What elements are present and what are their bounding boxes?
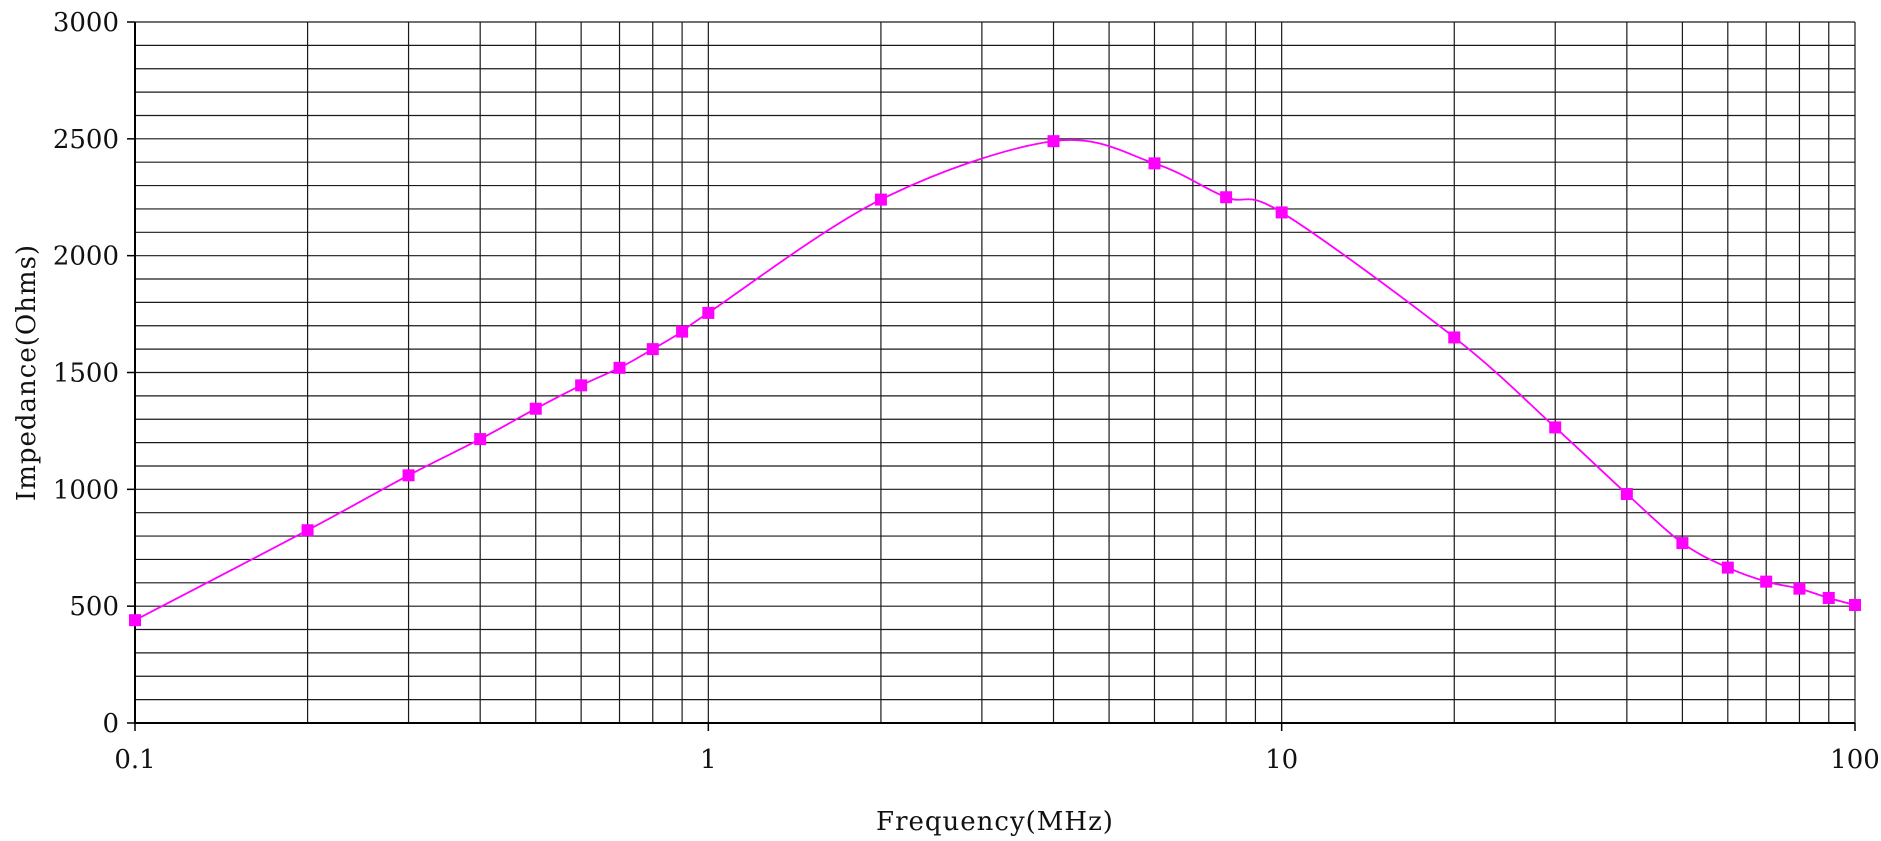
data-point [1793,582,1806,595]
data-point [474,433,487,446]
data-point [702,306,715,319]
data-point [646,343,659,356]
x-axis-label: Frequency(MHz) [876,807,1114,837]
y-tick-label: 0 [102,709,119,739]
x-tick-label: 1 [700,745,717,775]
data-point [1849,598,1861,611]
data-point [676,325,689,338]
y-tick-label: 3000 [53,8,119,38]
data-point [1760,575,1773,588]
data-point [402,469,415,482]
y-tick-label: 500 [69,592,119,622]
data-point [613,361,626,374]
grid-lines [134,21,1856,724]
y-tick-label: 2000 [53,242,119,272]
data-point [1275,206,1288,219]
data-point [874,193,887,206]
data-point [301,524,314,537]
data-series [129,135,1861,627]
y-tick-label: 1000 [53,475,119,505]
data-point [575,379,588,392]
data-point [1620,488,1633,501]
y-tick-label: 1500 [53,359,119,389]
data-point [1721,561,1734,574]
tick-labels: 0 500 1000 1500 2000 2500 3000 0.1 1 10 100 [53,8,1880,775]
x-tick-label: 10 [1265,745,1298,775]
y-axis-label: Impedance(Ohms) [12,244,42,501]
axes [127,21,1856,731]
data-point [1148,157,1161,170]
data-point [1220,191,1233,204]
data-point [1676,537,1689,550]
x-tick-label: 100 [1830,745,1880,775]
series-line [134,139,1856,621]
y-tick-label: 2500 [53,125,119,155]
data-point [1549,421,1562,434]
data-point [529,402,542,415]
data-point [1448,331,1461,344]
data-point [1822,591,1835,604]
x-tick-label: 0.1 [114,745,155,775]
data-point [129,614,141,627]
data-point [1047,135,1060,148]
